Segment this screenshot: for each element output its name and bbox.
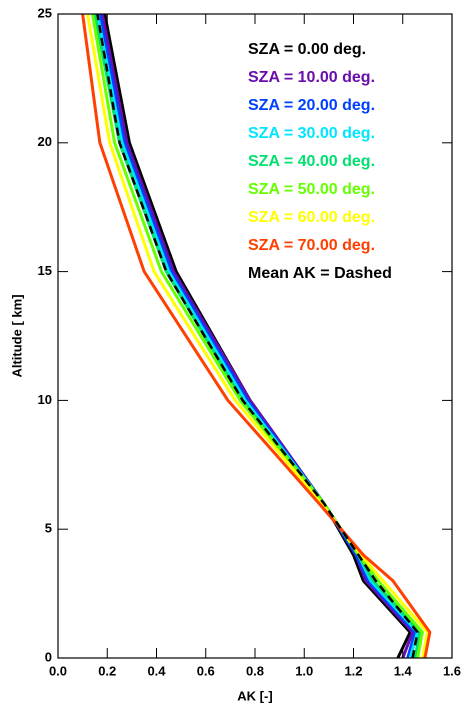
legend-label: Mean AK = Dashed [248,265,392,282]
y-tick-label: 5 [45,521,52,536]
legend-label: SZA = 0.00 deg. [248,41,366,58]
x-tick-label: 1.0 [295,663,313,678]
x-tick-label: 0.0 [49,663,67,678]
y-tick-label: 20 [38,134,52,149]
x-tick-label: 1.2 [344,663,362,678]
x-tick-label: 1.6 [443,663,461,678]
legend-label: SZA = 20.00 deg. [248,97,375,114]
legend-label: SZA = 10.00 deg. [248,69,375,86]
x-tick-label: 0.2 [98,663,116,678]
legend-label: SZA = 40.00 deg. [248,153,375,170]
legend-label: SZA = 30.00 deg. [248,125,375,142]
y-axis-label: Altitude [ km] [9,294,24,377]
x-tick-label: 0.8 [246,663,264,678]
series-line [96,13,419,659]
legend-label: SZA = 60.00 deg. [248,209,375,226]
y-tick-label: 10 [38,392,52,407]
series-line [86,13,429,659]
x-tick-label: 0.4 [147,663,166,678]
x-tick-label: 0.6 [197,663,215,678]
x-tick-label: 1.4 [394,663,413,678]
x-axis-label: AK [-] [237,688,272,703]
series-line [81,13,432,659]
legend-label: SZA = 70.00 deg. [248,237,375,254]
y-tick-label: 15 [38,263,52,278]
y-tick-label: 0 [45,649,52,664]
y-tick-label: 25 [38,5,52,20]
legend-label: SZA = 50.00 deg. [248,181,375,198]
